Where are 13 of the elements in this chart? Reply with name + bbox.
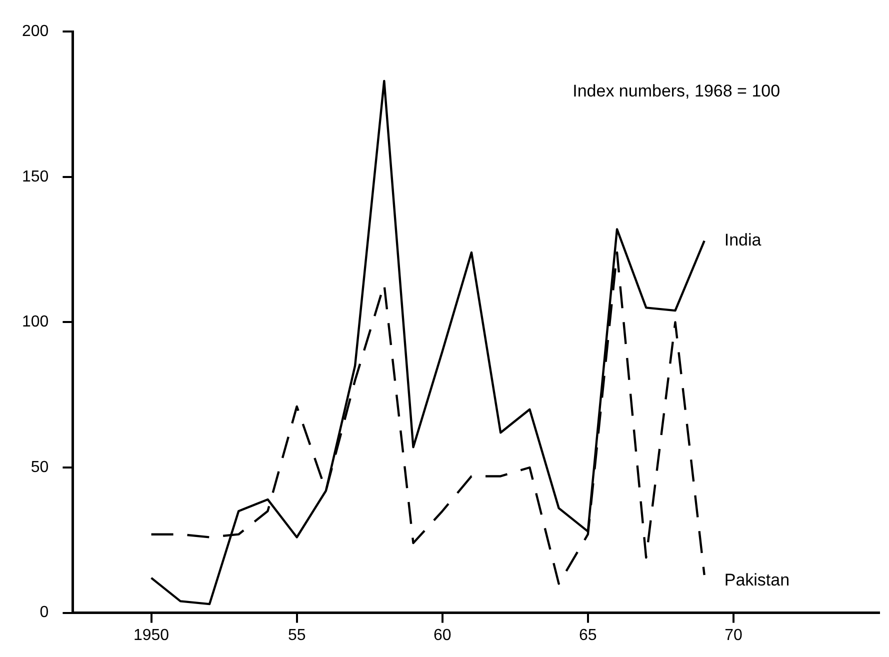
x-tick-label: 60: [433, 626, 452, 644]
y-tick-label: 150: [22, 168, 49, 186]
x-tick-label: 65: [579, 626, 597, 644]
y-tick-label: 0: [40, 604, 49, 622]
y-tick-label: 50: [30, 458, 49, 476]
series-label: India: [724, 230, 762, 250]
annotation: Index numbers, 1968 = 100: [572, 81, 780, 100]
series-label: Pakistan: [724, 570, 790, 590]
x-tick-label: 55: [288, 626, 306, 644]
y-tick-label: 200: [22, 23, 49, 40]
x-tick-label: 1950: [133, 626, 170, 644]
x-tick-label: 70: [724, 626, 742, 644]
y-tick-label: 100: [22, 314, 49, 331]
